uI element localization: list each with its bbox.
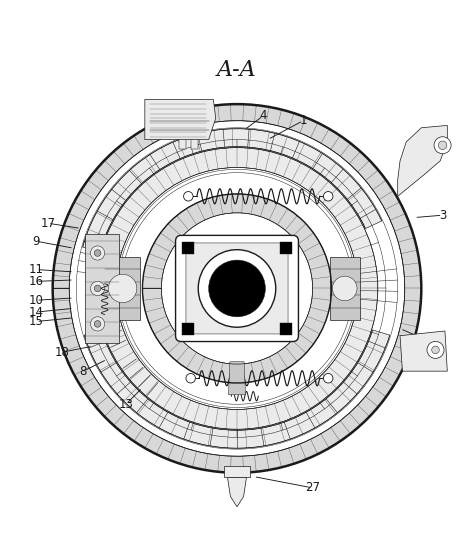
Circle shape — [94, 285, 101, 292]
Circle shape — [209, 260, 265, 317]
Text: 18: 18 — [55, 346, 70, 359]
Text: A-A: A-A — [217, 59, 257, 81]
Circle shape — [53, 104, 421, 473]
Bar — [182, 242, 194, 254]
Circle shape — [91, 281, 105, 296]
Polygon shape — [400, 331, 447, 371]
Polygon shape — [228, 362, 246, 395]
Bar — [330, 257, 360, 320]
Circle shape — [94, 249, 101, 256]
Text: 1: 1 — [300, 114, 307, 127]
Polygon shape — [228, 478, 246, 507]
FancyBboxPatch shape — [175, 235, 299, 341]
Text: 10: 10 — [29, 294, 44, 307]
Circle shape — [323, 373, 333, 383]
Circle shape — [332, 276, 357, 301]
Bar — [179, 104, 186, 149]
Polygon shape — [96, 148, 378, 429]
Text: 9: 9 — [32, 235, 40, 248]
Text: 11: 11 — [28, 263, 44, 276]
Circle shape — [186, 373, 195, 383]
Circle shape — [198, 249, 276, 327]
Polygon shape — [53, 104, 421, 473]
Polygon shape — [84, 330, 390, 448]
FancyBboxPatch shape — [186, 243, 288, 334]
Polygon shape — [82, 129, 382, 252]
Circle shape — [91, 317, 105, 331]
Bar — [191, 104, 198, 149]
Circle shape — [427, 341, 444, 358]
Text: 2: 2 — [429, 336, 437, 349]
Text: 4: 4 — [259, 109, 267, 122]
Polygon shape — [143, 194, 331, 383]
Text: 8: 8 — [80, 365, 87, 378]
Circle shape — [432, 346, 439, 354]
Circle shape — [91, 246, 105, 260]
Bar — [224, 466, 250, 478]
Bar — [182, 323, 194, 335]
Bar — [280, 323, 292, 335]
Text: 17: 17 — [40, 217, 55, 230]
Bar — [85, 234, 119, 343]
Circle shape — [434, 137, 451, 154]
Circle shape — [438, 141, 447, 150]
Circle shape — [323, 191, 333, 201]
Bar — [280, 242, 292, 254]
Circle shape — [109, 275, 137, 302]
Text: 14: 14 — [28, 306, 44, 319]
Text: 3: 3 — [439, 209, 447, 222]
Polygon shape — [145, 99, 216, 140]
Text: 15: 15 — [29, 315, 44, 328]
Text: 13: 13 — [118, 398, 133, 411]
Polygon shape — [398, 126, 447, 196]
Text: 27: 27 — [305, 482, 320, 494]
Circle shape — [94, 321, 101, 327]
Circle shape — [183, 191, 193, 201]
Text: 16: 16 — [28, 275, 44, 288]
Bar — [105, 257, 140, 320]
